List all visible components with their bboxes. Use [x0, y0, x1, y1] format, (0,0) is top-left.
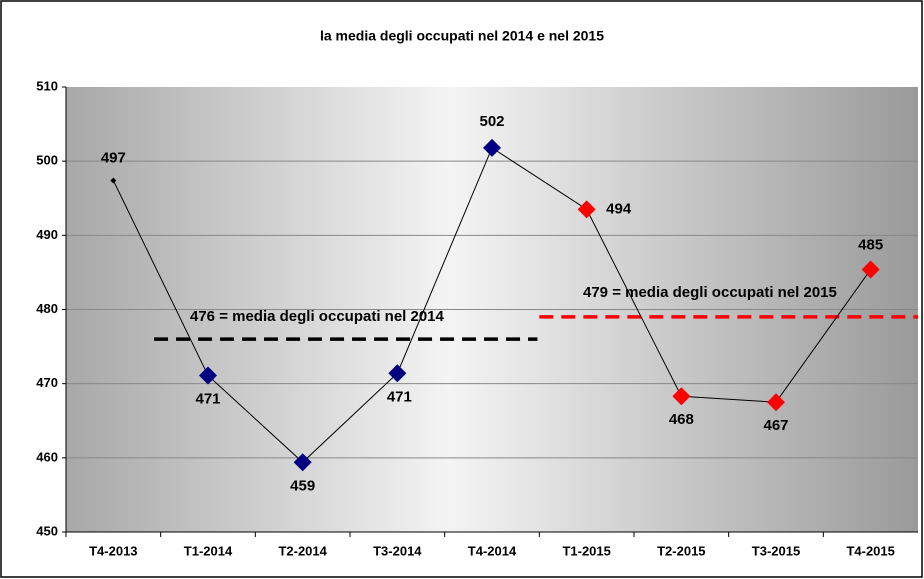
x-tick-label: T4-2014	[468, 543, 517, 558]
x-tick-label: T4-2015	[846, 543, 894, 558]
data-label: 485	[858, 236, 883, 253]
marker	[293, 453, 312, 472]
marker	[577, 200, 596, 219]
data-label: 467	[763, 417, 788, 434]
mean-label: 479 = media degli occupati nel 2015	[583, 284, 837, 301]
y-tick-label: 490	[36, 227, 58, 242]
marker	[199, 366, 217, 385]
data-label: 468	[669, 411, 694, 428]
mean-label: 476 = media degli occupati nel 2014	[190, 308, 445, 325]
marker	[388, 364, 407, 383]
y-tick-label: 460	[36, 449, 58, 464]
y-tick-label: 480	[36, 301, 58, 316]
marker	[672, 387, 691, 406]
data-label: 471	[195, 390, 220, 407]
data-label: 471	[387, 388, 412, 405]
x-tick-label: T3-2014	[373, 543, 422, 558]
x-tick-label: T2-2015	[657, 543, 705, 558]
x-tick-label: T3-2015	[752, 543, 800, 558]
marker	[110, 177, 117, 184]
marker	[767, 393, 785, 412]
x-tick-label: T4-2013	[89, 543, 137, 558]
x-tick-label: T2-2014	[278, 543, 327, 558]
x-tick-label: T1-2015	[562, 543, 610, 558]
y-tick-label: 450	[36, 523, 58, 538]
data-label: 497	[101, 149, 126, 166]
x-tick-label: T1-2014	[184, 543, 233, 558]
marker	[861, 260, 880, 279]
data-label: 459	[290, 477, 315, 494]
data-label: 494	[606, 200, 632, 217]
marker	[483, 138, 501, 157]
y-tick-label: 470	[36, 375, 58, 390]
chart-title: la media degli occupati nel 2014 e nel 2…	[320, 28, 604, 44]
y-tick-label: 510	[36, 78, 58, 93]
data-label: 502	[479, 113, 504, 130]
y-tick-label: 500	[36, 153, 58, 168]
